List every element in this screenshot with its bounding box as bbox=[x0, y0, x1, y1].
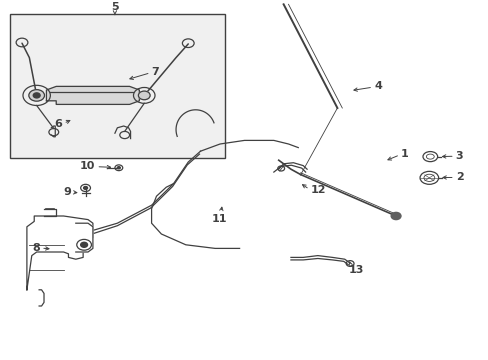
Text: 3: 3 bbox=[455, 151, 463, 161]
Text: 1: 1 bbox=[400, 149, 408, 159]
Polygon shape bbox=[46, 86, 139, 104]
Text: 12: 12 bbox=[310, 185, 325, 195]
Text: 13: 13 bbox=[348, 265, 364, 275]
Circle shape bbox=[33, 93, 40, 98]
Polygon shape bbox=[76, 223, 93, 252]
Text: 9: 9 bbox=[63, 187, 71, 197]
Text: 7: 7 bbox=[151, 67, 159, 77]
Circle shape bbox=[81, 242, 87, 247]
Text: 4: 4 bbox=[373, 81, 381, 91]
Circle shape bbox=[83, 186, 87, 189]
Circle shape bbox=[77, 239, 91, 250]
Polygon shape bbox=[27, 216, 93, 290]
Bar bbox=[10, 14, 224, 158]
Text: 10: 10 bbox=[80, 161, 95, 171]
Ellipse shape bbox=[419, 171, 438, 184]
Text: 2: 2 bbox=[455, 172, 463, 182]
Circle shape bbox=[117, 167, 120, 169]
Text: 6: 6 bbox=[55, 119, 62, 129]
Ellipse shape bbox=[422, 152, 437, 162]
Circle shape bbox=[29, 90, 44, 101]
Circle shape bbox=[138, 91, 150, 100]
Text: 11: 11 bbox=[211, 214, 226, 224]
Text: 5: 5 bbox=[111, 1, 119, 12]
Circle shape bbox=[390, 212, 400, 220]
Text: 8: 8 bbox=[32, 243, 40, 253]
